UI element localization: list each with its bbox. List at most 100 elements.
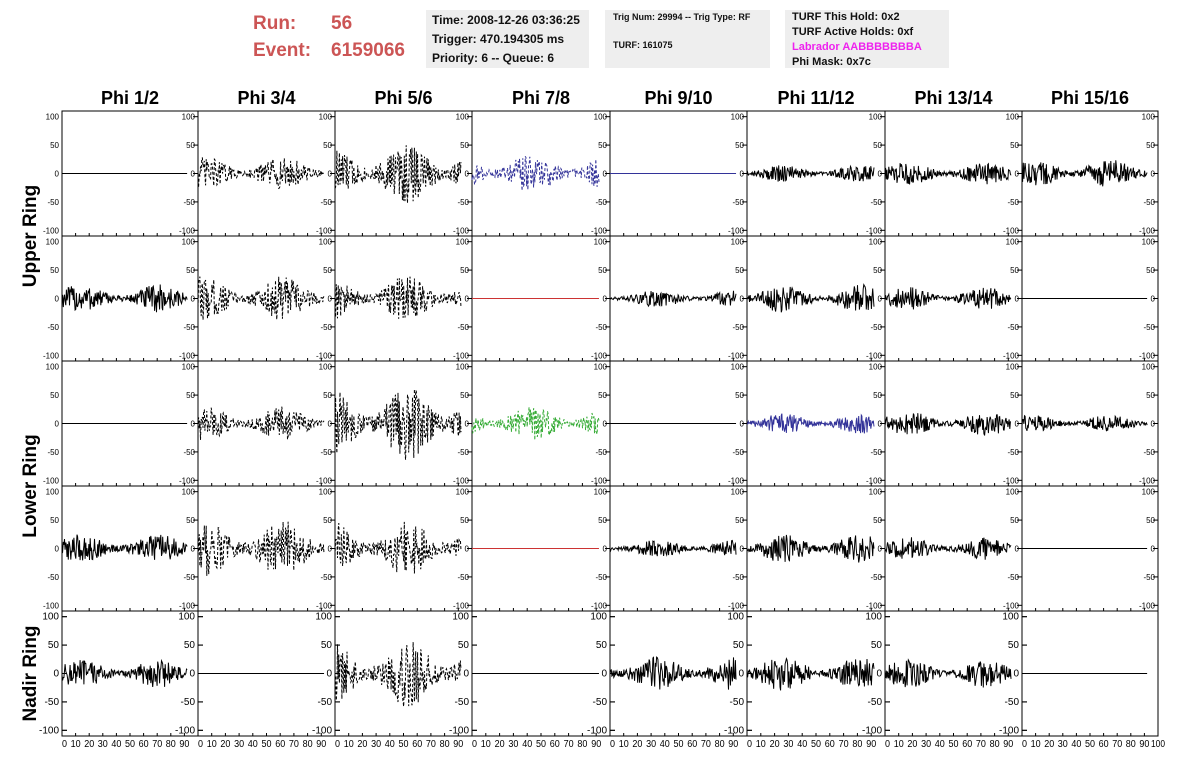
- y-tick-label: 50: [50, 391, 59, 400]
- y-tick-label: 100: [590, 612, 607, 623]
- y-tick-label: -100: [591, 351, 608, 360]
- waveform-panel: 100 50 0 -50 -100: [609, 485, 748, 612]
- y-tick-label: -100: [179, 226, 196, 235]
- y-tick-label: -100: [728, 351, 745, 360]
- y-tick-label: 100: [594, 238, 608, 247]
- y-tick-label: 0: [603, 545, 608, 554]
- y-tick-label: 0: [603, 295, 608, 304]
- waveform-panel: 100 50 0 -50 -100: [746, 485, 886, 612]
- waveform-trace: [334, 276, 462, 319]
- panel-frame: [334, 110, 473, 237]
- y-tick-label: 50: [735, 391, 744, 400]
- x-tick-label: 20: [220, 739, 230, 750]
- y-tick-label: 50: [460, 391, 469, 400]
- x-tick-label: 50: [1085, 739, 1095, 750]
- waveform-panel: 100 50 0 -50 -100: [746, 360, 886, 487]
- y-tick-label: -100: [587, 725, 607, 736]
- y-tick-label: 50: [1146, 266, 1155, 275]
- y-tick-label: 100: [731, 488, 745, 497]
- y-tick-label: -100: [179, 351, 196, 360]
- y-tick-label: 100: [1142, 363, 1156, 372]
- y-tick-label: -100: [866, 476, 883, 485]
- y-tick-label: 50: [596, 640, 608, 651]
- y-tick-label: 50: [186, 391, 195, 400]
- y-tick-label: -100: [43, 601, 60, 610]
- y-tick-label: 0: [878, 545, 883, 554]
- y-tick-label: 0: [326, 669, 332, 680]
- y-tick-label: 0: [1015, 295, 1020, 304]
- y-tick-label: 50: [1146, 391, 1155, 400]
- y-tick-label: 100: [182, 238, 196, 247]
- waveform-trace: [884, 658, 1012, 688]
- x-tick-label: 70: [564, 739, 574, 750]
- y-tick-label: 50: [1146, 516, 1155, 525]
- y-tick-label: 0: [1151, 170, 1156, 179]
- waveform-panel: 100 50 0 -50 -100: [197, 235, 336, 362]
- x-tick-label: 60: [139, 739, 149, 750]
- waveform-trace: [61, 534, 188, 561]
- x-tick-label: 0: [198, 739, 203, 750]
- y-tick-label: 0: [465, 170, 470, 179]
- waveform-trace: [334, 642, 462, 707]
- y-tick-label: 0: [1015, 420, 1020, 429]
- y-tick-label: -50: [1007, 573, 1019, 582]
- x-tick-label: 50: [125, 739, 135, 750]
- y-tick-label: 0: [465, 295, 470, 304]
- y-tick-label: 50: [733, 640, 745, 651]
- y-tick-label: 0: [878, 420, 883, 429]
- y-tick-label: 100: [1006, 363, 1020, 372]
- x-tick-label: 20: [495, 739, 505, 750]
- waveform-trace: [746, 657, 875, 691]
- waveform-panel: 100 50 0 -50 -100 100 50 0 -50 -100: [43, 110, 199, 237]
- y-tick-label: 50: [186, 266, 195, 275]
- y-tick-label: -50: [1143, 448, 1155, 457]
- y-tick-label: 100: [731, 238, 745, 247]
- y-tick-label: -50: [1007, 323, 1019, 332]
- y-tick-label: 50: [1010, 391, 1019, 400]
- y-tick-label: 0: [738, 669, 744, 680]
- y-tick-label: -100: [43, 351, 60, 360]
- y-tick-label: -50: [45, 697, 60, 708]
- y-tick-label: 100: [456, 113, 470, 122]
- y-tick-label: 0: [878, 295, 883, 304]
- y-tick-label: 0: [740, 295, 745, 304]
- panel-frame: [884, 110, 1023, 237]
- y-tick-label: 100: [456, 488, 470, 497]
- x-tick-label: 20: [357, 739, 367, 750]
- y-tick-label: 100: [731, 113, 745, 122]
- x-tick-label: 60: [550, 739, 560, 750]
- y-tick-label: -100: [316, 601, 333, 610]
- y-tick-label: 50: [50, 516, 59, 525]
- x-tick-label: 30: [371, 739, 381, 750]
- trigger-info-box: Trig Num: 29994 -- Trig Type: RF TURF: 1…: [605, 10, 770, 68]
- waveform-trace: [61, 284, 188, 313]
- waveform-panel: 100 50 0 -50 -100: [609, 360, 748, 487]
- y-tick-label: 100: [1142, 488, 1156, 497]
- labrador-text: Labrador AABBBBBBBA: [792, 41, 922, 53]
- x-tick-label: 30: [1058, 739, 1068, 750]
- waveform-trace: [197, 157, 324, 190]
- waveform-panel: 100 50 0 -50 -100: [609, 110, 748, 237]
- panel-frame: [609, 235, 748, 362]
- y-tick-label: 100: [46, 363, 60, 372]
- y-tick-label: 0: [878, 170, 883, 179]
- x-tick-label: 10: [894, 739, 904, 750]
- waveform-trace: [609, 290, 737, 308]
- x-tick-label: 80: [715, 739, 725, 750]
- x-tick-label: 40: [385, 739, 395, 750]
- y-tick-label: 100: [1002, 612, 1019, 623]
- y-tick-label: -50: [47, 323, 59, 332]
- y-tick-label: -100: [1003, 476, 1020, 485]
- y-tick-label: 100: [315, 612, 332, 623]
- waveform-panel: 100 50 0 -50 -100: [1021, 485, 1159, 612]
- column-title: Phi 3/4: [237, 88, 295, 108]
- x-tick-label: 40: [660, 739, 670, 750]
- waveform-trace: [471, 407, 600, 441]
- y-tick-label: -100: [175, 725, 195, 736]
- y-tick-label: -100: [312, 725, 332, 736]
- x-tick-label: 0: [472, 739, 477, 750]
